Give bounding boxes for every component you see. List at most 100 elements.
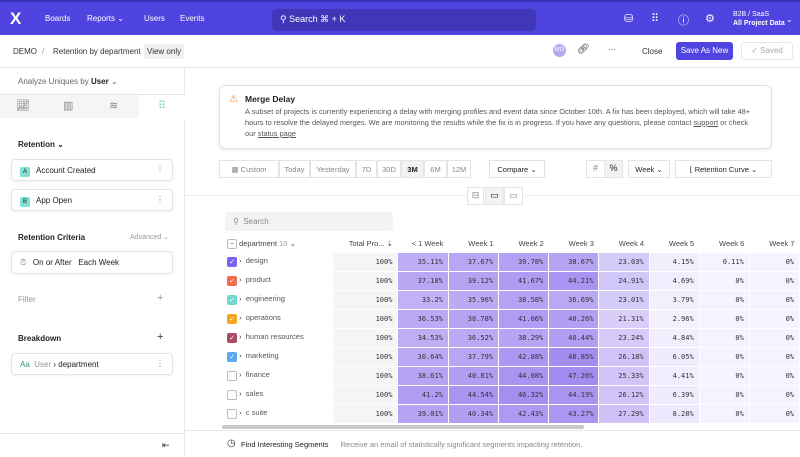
table-cell[interactable]: 0%: [748, 365, 800, 386]
table-cell[interactable]: 0%: [698, 403, 750, 424]
layout-chart-icon[interactable]: ▭: [504, 187, 523, 205]
table-cell[interactable]: 37.79%: [447, 346, 500, 367]
row-checkbox[interactable]: [227, 370, 237, 381]
table-cell[interactable]: 100%: [332, 308, 399, 329]
table-cell[interactable]: 38.58%: [498, 289, 550, 310]
criteria-card[interactable]: ⏰︎ On or After Each Week: [11, 251, 173, 274]
table-cell[interactable]: 38.78%: [447, 308, 500, 329]
table-cell[interactable]: 4.69%: [648, 270, 700, 291]
table-cell[interactable]: 100%: [332, 384, 399, 405]
help-icon[interactable]: ⓘ: [678, 15, 689, 27]
table-cell[interactable]: 39.12%: [447, 270, 500, 291]
table-cell[interactable]: 44.21%: [548, 270, 600, 291]
table-cell[interactable]: 44.19%: [548, 384, 600, 405]
gear-icon[interactable]: ⚙: [705, 13, 715, 25]
table-cell[interactable]: 100%: [332, 289, 399, 310]
table-cell[interactable]: 0%: [698, 384, 750, 405]
count-toggle-icon[interactable]: #: [586, 160, 605, 178]
range-12m[interactable]: 12M: [447, 160, 471, 178]
layout-table-icon[interactable]: ▭: [485, 187, 504, 205]
column-header[interactable]: < 1 Week: [398, 236, 448, 252]
table-cell[interactable]: 46.32%: [498, 384, 550, 405]
horizontal-scrollbar[interactable]: [222, 425, 584, 429]
expand-chevron-icon[interactable]: ›: [239, 389, 242, 399]
column-header[interactable]: Week 2: [499, 236, 549, 252]
column-header[interactable]: Week 7: [749, 236, 799, 252]
table-cell[interactable]: 0%: [748, 384, 800, 405]
find-segments-title[interactable]: Find Interesting Segments: [241, 440, 329, 449]
table-cell[interactable]: 44.08%: [498, 365, 550, 386]
avatar[interactable]: MG: [553, 44, 566, 57]
table-cell[interactable]: 40.34%: [447, 403, 500, 424]
event-card-b[interactable]: B App Open ⋮: [11, 189, 173, 211]
kebab-icon[interactable]: ⋮: [156, 359, 164, 368]
row-label[interactable]: ✓ › engineering: [222, 290, 333, 309]
table-cell[interactable]: 39.01%: [397, 403, 449, 424]
range-custom[interactable]: ▦ Custom: [219, 160, 279, 178]
tab-insights-icon[interactable]: 📈︎: [16, 100, 30, 112]
table-cell[interactable]: 38.29%: [498, 327, 550, 348]
table-cell[interactable]: 26.12%: [598, 384, 650, 405]
group-header[interactable]: − department 10 ⌄: [222, 236, 333, 252]
link-icon[interactable]: 🔗︎: [577, 44, 590, 55]
expand-chevron-icon[interactable]: ›: [239, 370, 242, 380]
table-cell[interactable]: 34.53%: [397, 327, 449, 348]
row-checkbox[interactable]: [227, 408, 237, 419]
table-cell[interactable]: 0%: [698, 346, 750, 367]
support-link[interactable]: support: [693, 118, 719, 127]
table-cell[interactable]: 27.29%: [598, 403, 650, 424]
range-7d[interactable]: 7D: [356, 160, 377, 178]
nav-events[interactable]: Events: [180, 14, 205, 23]
advanced-dropdown[interactable]: Advanced ⌄: [130, 234, 169, 241]
row-label[interactable]: ✓ › human resources: [222, 328, 333, 347]
table-cell[interactable]: 36.69%: [548, 289, 600, 310]
row-label[interactable]: › sales: [222, 385, 333, 404]
chart-type-dropdown[interactable]: ⌊ Retention Curve ⌄: [675, 160, 772, 178]
row-label[interactable]: › finance: [222, 366, 333, 385]
table-cell[interactable]: 36.52%: [447, 327, 500, 348]
table-cell[interactable]: 100%: [332, 365, 399, 386]
table-cell[interactable]: 6.39%: [648, 384, 700, 405]
table-cell[interactable]: 25.33%: [598, 365, 650, 386]
more-button[interactable]: ···: [608, 45, 616, 54]
table-cell[interactable]: 37.67%: [447, 251, 500, 272]
table-cell[interactable]: 0%: [698, 365, 750, 386]
expand-chevron-icon[interactable]: ›: [239, 313, 242, 323]
unit-dropdown[interactable]: Week ⌄: [628, 160, 670, 178]
table-cell[interactable]: 41.06%: [498, 308, 550, 329]
retention-title[interactable]: Retention ⌄: [18, 140, 64, 149]
row-checkbox[interactable]: ✓: [227, 294, 237, 305]
sort-icon[interactable]: ⇣: [386, 239, 393, 249]
column-header[interactable]: Week 1: [448, 236, 498, 252]
tab-funnels-icon[interactable]: ▥: [63, 100, 74, 112]
column-header[interactable]: Week 6: [699, 236, 749, 252]
range-6m[interactable]: 6M: [424, 160, 447, 178]
table-cell[interactable]: 100%: [332, 251, 399, 272]
find-segments-bar[interactable]: ◷ Find Interesting Segments Receive an e…: [185, 430, 800, 457]
table-cell[interactable]: 24.91%: [598, 270, 650, 291]
logo[interactable]: X: [10, 9, 22, 28]
project-switcher[interactable]: B2B / SaaS All Project Data: [733, 10, 785, 28]
kebab-icon[interactable]: ⋮: [156, 165, 164, 174]
table-cell[interactable]: 40.44%: [548, 327, 600, 348]
row-label[interactable]: › c suite: [222, 404, 333, 423]
table-cell[interactable]: 23.24%: [598, 327, 650, 348]
table-cell[interactable]: 46.85%: [548, 346, 600, 367]
expand-chevron-icon[interactable]: ›: [239, 408, 242, 418]
table-cell[interactable]: 0%: [698, 327, 750, 348]
table-cell[interactable]: 40.26%: [548, 308, 600, 329]
table-cell[interactable]: 6.05%: [648, 346, 700, 367]
tab-flows-icon[interactable]: ≋: [109, 100, 119, 112]
kebab-icon[interactable]: ⋮: [156, 195, 164, 204]
table-cell[interactable]: 44.54%: [447, 384, 500, 405]
table-cell[interactable]: 40.81%: [447, 365, 500, 386]
table-cell[interactable]: 23.03%: [598, 251, 650, 272]
criteria-on-or-after[interactable]: On or After: [32, 258, 72, 267]
table-cell[interactable]: 0%: [748, 327, 800, 348]
table-cell[interactable]: 41.2%: [397, 384, 449, 405]
expand-chevron-icon[interactable]: ›: [239, 332, 242, 342]
add-filter-icon[interactable]: +: [157, 292, 164, 304]
criteria-each-week[interactable]: Each Week: [78, 258, 120, 267]
select-all-checkbox[interactable]: −: [227, 239, 237, 249]
database-icon[interactable]: ⛁: [624, 13, 634, 25]
